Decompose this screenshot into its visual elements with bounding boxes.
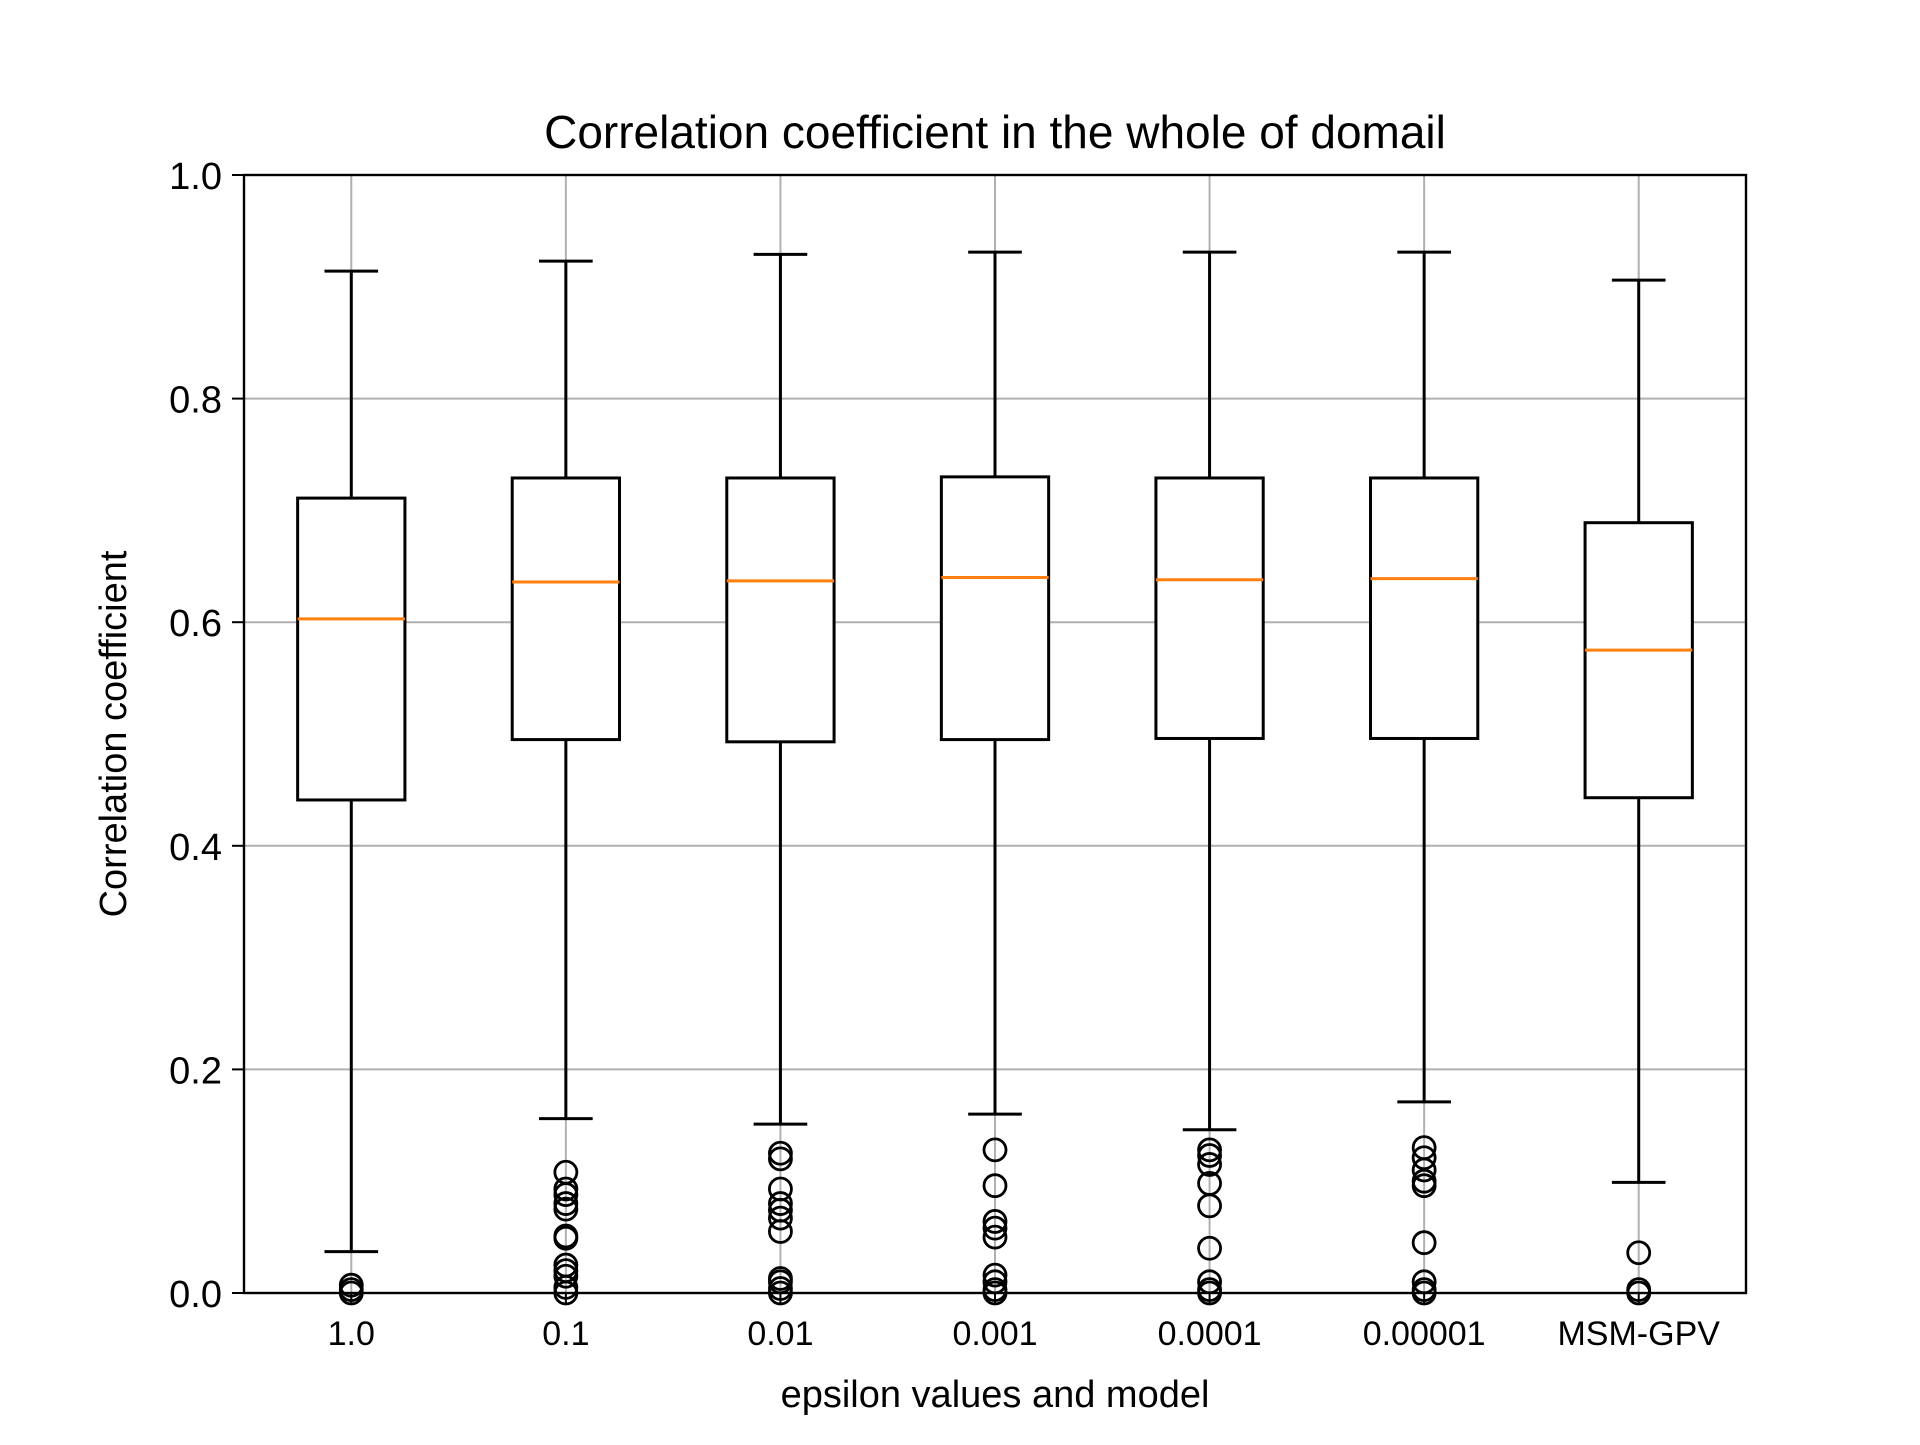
y-tick-label: 0.8: [169, 380, 222, 422]
box-iqr: [1583, 521, 1694, 800]
box-group-4: [939, 250, 1051, 1306]
outlier-point: [1197, 1193, 1222, 1219]
chart-title: Correlation coefficient in the whole of …: [544, 106, 1446, 158]
box-group-1: [296, 269, 407, 1306]
axis-ticks: 0.0 0.2 0.4 0.6 0.8 1.0 1.0 0.1 0.01 0.001 0.0001 0…: [169, 156, 1720, 1353]
outlier-point: [553, 1263, 579, 1289]
outlier-point: [1626, 1240, 1652, 1266]
outlier-point: [553, 1225, 579, 1251]
y-tick-label: 0.0: [169, 1274, 222, 1316]
outlier-point: [768, 1146, 793, 1172]
outlier-point: [1197, 1235, 1222, 1261]
x-tick-label: 0.00001: [1363, 1315, 1486, 1353]
outlier-point: [1197, 1143, 1222, 1168]
outlier-point: [1411, 1173, 1437, 1199]
y-tick-label: 1.0: [169, 156, 222, 198]
box-iqr: [1369, 476, 1480, 740]
x-tick-label: 1.0: [328, 1315, 375, 1353]
x-tick-label: 0.01: [747, 1315, 813, 1353]
outlier-point: [982, 1173, 1008, 1199]
y-tick-label: 0.2: [169, 1050, 222, 1092]
boxes: [296, 250, 1694, 1306]
box-group-7: [1583, 278, 1694, 1306]
y-tick-label: 0.4: [169, 827, 222, 869]
outlier-point: [1411, 1230, 1437, 1256]
x-tick-label: 0.1: [542, 1315, 589, 1353]
outlier-point: [982, 1224, 1008, 1250]
box-group-3: [725, 252, 836, 1306]
x-axis-label: epsilon values and model: [781, 1374, 1210, 1416]
outlier-point: [553, 1196, 579, 1222]
outlier-point: [1411, 1157, 1437, 1183]
outlier-point: [1411, 1145, 1437, 1171]
y-axis-label: Correlation coefficient: [93, 550, 135, 917]
x-tick-label: 0.0001: [1158, 1315, 1262, 1353]
outlier-point: [982, 1262, 1008, 1288]
outlier-point: [982, 1137, 1008, 1163]
box-iqr: [510, 476, 622, 742]
outlier-point: [1197, 1152, 1222, 1177]
outlier-point: [768, 1205, 793, 1231]
box-iqr: [939, 475, 1051, 742]
x-tick-label: MSM-GPV: [1557, 1315, 1720, 1353]
box-iqr: [296, 496, 407, 802]
y-tick-label: 0.6: [169, 603, 222, 645]
box-iqr: [1154, 476, 1265, 740]
box-iqr: [725, 476, 836, 744]
box-group-6: [1369, 250, 1480, 1306]
x-tick-label: 0.001: [952, 1315, 1037, 1353]
outlier-point: [553, 1182, 579, 1208]
outlier-point: [982, 1209, 1008, 1234]
box-group-5: [1154, 250, 1265, 1306]
box-group-2: [510, 259, 622, 1306]
outlier-point: [982, 1215, 1008, 1241]
outlier-point: [768, 1191, 793, 1216]
outlier-point: [768, 1219, 793, 1244]
